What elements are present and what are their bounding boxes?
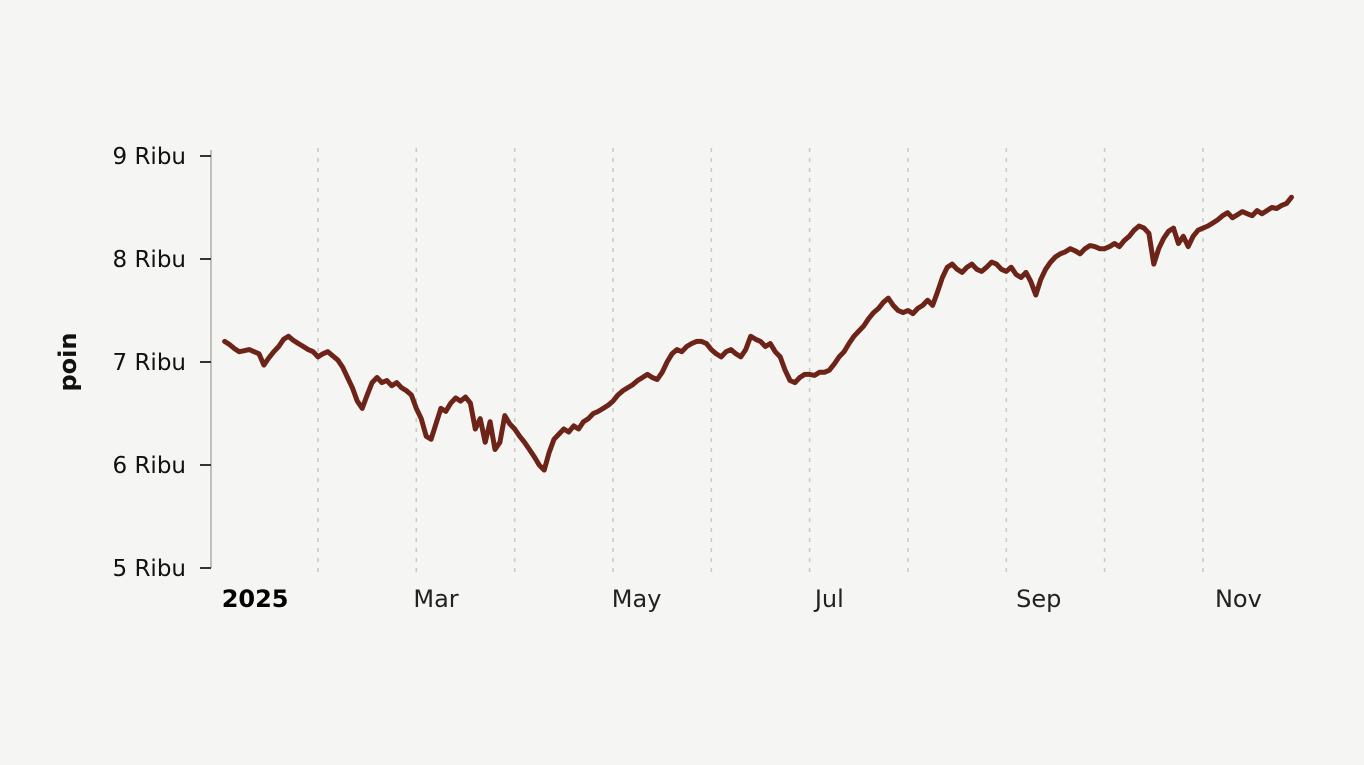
y-tick-label: 8 Ribu (113, 247, 187, 273)
x-tick-label: Jul (813, 585, 844, 613)
x-tick-label: Mar (413, 585, 458, 613)
x-tick-label: Nov (1215, 585, 1262, 613)
y-tick-label: 9 Ribu (113, 144, 187, 170)
x-tick-label: May (612, 585, 662, 613)
series-line (222, 194, 1294, 473)
y-tick-label: 5 Ribu (113, 556, 187, 582)
axes: 9 Ribu 8 Ribu 7 Ribu 6 Ribu 5 Ribu 2025 Mar May… (113, 144, 1262, 613)
y-axis-title: poin (54, 333, 82, 392)
gridlines (317, 148, 1204, 578)
y-tick-label: 7 Ribu (113, 350, 187, 376)
x-tick-label: 2025 (222, 585, 289, 613)
x-tick-label: Sep (1016, 585, 1061, 613)
y-tick-label: 6 Ribu (113, 453, 187, 479)
